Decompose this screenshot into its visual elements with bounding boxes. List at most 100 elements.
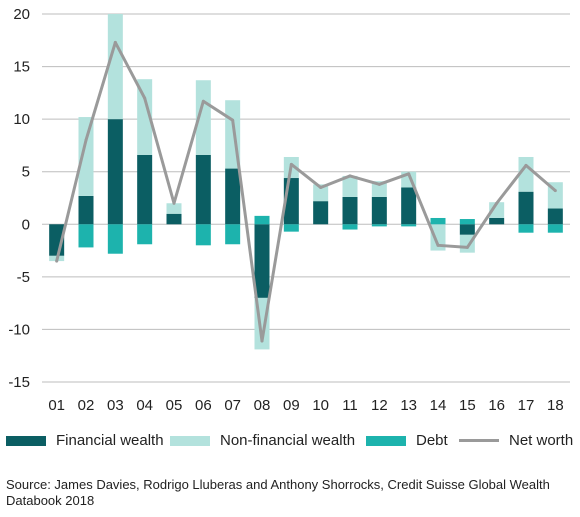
- x-tick-label: 15: [459, 397, 476, 414]
- net-worth-point: [377, 182, 381, 186]
- bar-debt: [342, 224, 358, 230]
- bar-debt: [78, 224, 94, 248]
- bar-non-financial-wealth: [313, 184, 329, 202]
- y-tick-label: 10: [13, 111, 30, 128]
- bar-financial-wealth: [401, 187, 417, 225]
- bar-financial-wealth: [342, 196, 358, 225]
- net-worth-point: [524, 163, 528, 167]
- net-worth-point: [495, 201, 499, 205]
- y-tick-label: -15: [8, 374, 30, 391]
- net-worth-point: [289, 162, 293, 166]
- net-worth-point: [553, 189, 557, 193]
- bar-non-financial-wealth: [137, 79, 153, 155]
- bar-debt: [254, 215, 270, 225]
- net-worth-point: [348, 174, 352, 178]
- bar-debt: [430, 217, 446, 225]
- x-tick-label: 03: [107, 397, 124, 414]
- net-worth-point: [407, 172, 411, 176]
- bar-financial-wealth: [518, 191, 534, 225]
- bar-non-financial-wealth: [371, 181, 387, 197]
- bar-financial-wealth: [371, 196, 387, 225]
- bar-financial-wealth: [225, 168, 241, 225]
- bar-debt: [459, 219, 475, 225]
- legend-swatch-non-financial-wealth: [170, 435, 210, 446]
- net-worth-point: [84, 138, 88, 142]
- bar-debt: [401, 224, 417, 227]
- net-worth-point: [465, 245, 469, 249]
- bar-non-financial-wealth: [489, 202, 505, 218]
- legend-label-net-worth: Net worth: [509, 432, 574, 449]
- net-worth-point: [319, 185, 323, 189]
- net-worth-point: [231, 118, 235, 122]
- legend-item-net-worth: Net worth: [459, 432, 573, 449]
- legend-item-debt: Debt: [366, 432, 448, 449]
- legend-label-non-financial-wealth: Non-financial wealth: [220, 432, 356, 449]
- x-tick-label: 07: [224, 397, 241, 414]
- x-tick-label: 13: [400, 397, 417, 414]
- net-worth-point: [113, 40, 117, 44]
- x-tick-label: 02: [78, 397, 95, 414]
- x-tick-label: 09: [283, 397, 300, 414]
- bar-debt: [283, 224, 299, 232]
- legend-swatch-financial-wealth: [6, 435, 46, 446]
- bar-financial-wealth: [78, 195, 94, 225]
- bar-non-financial-wealth: [107, 14, 123, 120]
- net-worth-point: [55, 259, 59, 263]
- x-tick-label: 10: [312, 397, 329, 414]
- x-tick-label: 08: [254, 397, 271, 414]
- bar-debt: [137, 224, 153, 245]
- bar-non-financial-wealth: [166, 203, 182, 214]
- legend-label-debt: Debt: [416, 432, 448, 449]
- bar-non-financial-wealth: [430, 224, 446, 251]
- bar-debt: [518, 224, 534, 233]
- bar-debt: [371, 224, 387, 227]
- x-tick-label: 05: [166, 397, 183, 414]
- x-tick-label: 17: [518, 397, 535, 414]
- chart-legend: Financial wealth Non-financial wealth De…: [0, 432, 580, 454]
- bar-debt: [195, 224, 211, 246]
- bar-financial-wealth: [107, 119, 123, 225]
- y-tick-label: 0: [22, 216, 30, 233]
- net-worth-point: [436, 243, 440, 247]
- net-worth-point: [172, 201, 176, 205]
- bar-non-financial-wealth: [78, 117, 94, 196]
- net-worth-point: [201, 99, 205, 103]
- legend-item-financial-wealth: Financial wealth: [6, 432, 164, 449]
- legend-swatch-debt: [366, 435, 406, 446]
- bar-debt: [225, 224, 241, 245]
- x-tick-label: 04: [136, 397, 153, 414]
- source-note: Source: James Davies, Rodrigo Lluberas a…: [6, 477, 550, 508]
- x-tick-label: 12: [371, 397, 388, 414]
- y-tick-label: 20: [13, 6, 30, 23]
- y-tick-label: -5: [17, 269, 30, 286]
- bar-debt: [547, 224, 563, 233]
- net-worth-point: [143, 96, 147, 100]
- bar-financial-wealth: [489, 217, 505, 225]
- bar-non-financial-wealth: [518, 156, 534, 192]
- bar-financial-wealth: [313, 201, 329, 225]
- bar-financial-wealth: [254, 224, 270, 298]
- bar-financial-wealth: [547, 208, 563, 225]
- legend-swatch-net-worth: [459, 439, 499, 442]
- legend-item-non-financial-wealth: Non-financial wealth: [170, 432, 355, 449]
- net-worth-line: [55, 40, 557, 343]
- bar-financial-wealth: [195, 154, 211, 225]
- y-tick-label: 5: [22, 164, 30, 181]
- bar-non-financial-wealth: [195, 80, 211, 155]
- y-tick-label: 15: [13, 59, 30, 76]
- x-tick-label: 16: [488, 397, 505, 414]
- bar-financial-wealth: [459, 224, 475, 235]
- x-tick-label: 01: [48, 397, 65, 414]
- x-tick-label: 06: [195, 397, 212, 414]
- x-tick-label: 14: [430, 397, 447, 414]
- legend-label-financial-wealth: Financial wealth: [56, 432, 164, 449]
- bar-financial-wealth: [166, 213, 182, 225]
- y-tick-label: -10: [8, 321, 30, 338]
- bar-financial-wealth: [137, 154, 153, 225]
- bar-non-financial-wealth: [342, 175, 358, 197]
- bar-debt: [107, 224, 123, 254]
- net-worth-point: [260, 339, 264, 343]
- x-tick-label: 18: [547, 397, 564, 414]
